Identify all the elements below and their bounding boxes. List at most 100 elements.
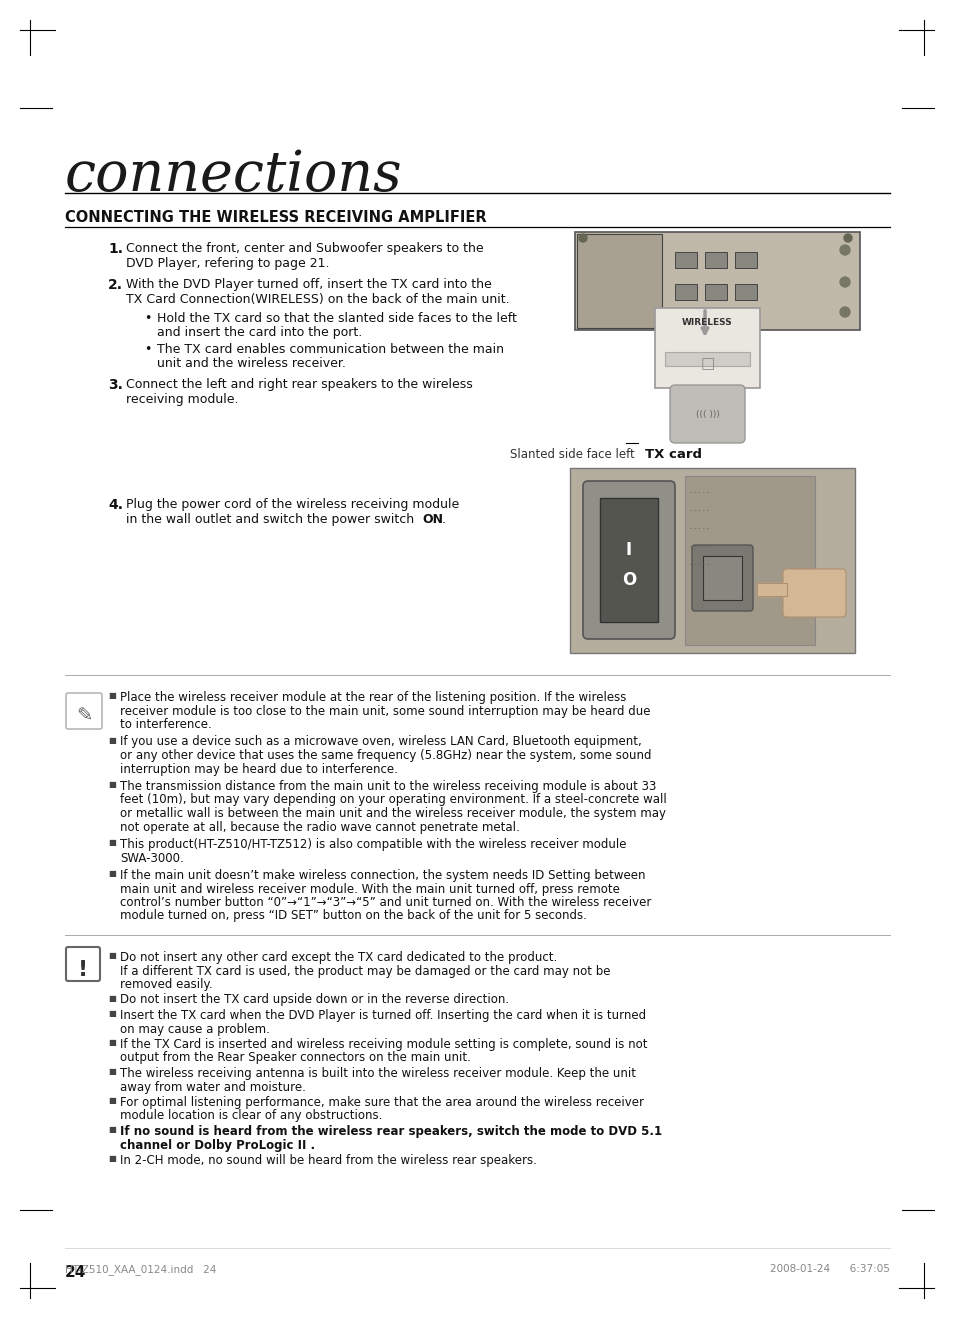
Text: 2008-01-24      6:37:05: 2008-01-24 6:37:05 [769,1264,889,1275]
Text: or metallic wall is between the main unit and the wireless receiver module, the : or metallic wall is between the main uni… [120,807,665,820]
Text: If a different TX card is used, the product may be damaged or the card may not b: If a different TX card is used, the prod… [120,965,610,978]
Text: ■: ■ [108,691,115,700]
Text: For optimal listening performance, make sure that the area around the wireless r: For optimal listening performance, make … [120,1097,643,1108]
Text: Connect the front, center and Subwoofer speakers to the: Connect the front, center and Subwoofer … [126,243,483,254]
Text: Place the wireless receiver module at the rear of the listening position. If the: Place the wireless receiver module at th… [120,691,626,704]
Text: unit and the wireless receiver.: unit and the wireless receiver. [157,357,346,370]
Bar [684,476,814,645]
Circle shape [840,307,849,318]
Text: 1.: 1. [108,243,123,256]
Text: Hold the TX card so that the slanted side faces to the left: Hold the TX card so that the slanted sid… [157,312,517,326]
Text: ■: ■ [108,838,115,847]
FancyBboxPatch shape [66,693,102,729]
Bar [734,252,757,268]
Circle shape [840,245,849,254]
Text: The wireless receiving antenna is built into the wireless receiver module. Keep : The wireless receiving antenna is built … [120,1068,636,1079]
Text: module turned on, press “ID SET” button on the back of the unit for 5 seconds.: module turned on, press “ID SET” button … [120,909,586,923]
Text: - - - - -: - - - - - [689,561,708,567]
Text: •: • [144,343,152,356]
Text: Slanted side face left: Slanted side face left [510,448,634,461]
Text: or any other device that uses the same frequency (5.8GHz) near the system, some : or any other device that uses the same f… [120,749,651,762]
Text: ON: ON [421,513,442,526]
Bar [655,308,760,387]
Text: The transmission distance from the main unit to the wireless receiving module is: The transmission distance from the main … [120,780,656,793]
Text: WIRELESS: WIRELESS [681,318,732,327]
Text: DVD Player, refering to page 21.: DVD Player, refering to page 21. [126,257,329,270]
Text: not operate at all, because the radio wave cannot penetrate metal.: not operate at all, because the radio wa… [120,821,519,833]
Text: Do not insert the TX card upside down or in the reverse direction.: Do not insert the TX card upside down or… [120,994,509,1007]
Text: •: • [144,312,152,326]
Circle shape [578,235,586,243]
FancyBboxPatch shape [66,948,100,981]
Bar [575,232,859,330]
Text: Insert the TX card when the DVD Player is turned off. Inserting the card when it: Insert the TX card when the DVD Player i… [120,1010,645,1021]
Text: away from water and moisture.: away from water and moisture. [120,1081,306,1094]
Bar [675,252,697,268]
Text: on may cause a problem.: on may cause a problem. [120,1023,270,1036]
Bar [704,252,726,268]
Bar [577,235,661,328]
Bar [569,468,854,652]
Text: ■: ■ [108,869,115,878]
FancyBboxPatch shape [782,569,845,617]
Text: TX Card Connection(WIRELESS) on the back of the main unit.: TX Card Connection(WIRELESS) on the back… [126,293,509,306]
Bar [664,352,749,366]
Bar [704,283,726,301]
Text: ■: ■ [108,1068,115,1075]
Text: in the wall outlet and switch the power switch: in the wall outlet and switch the power … [126,513,417,526]
Text: ((( ))): ((( ))) [695,410,719,419]
Text: 4.: 4. [108,498,123,511]
Text: - - - - -: - - - - - [689,526,708,531]
Circle shape [843,235,851,243]
Text: - - - - -: - - - - - [689,507,708,513]
Text: ■: ■ [108,1010,115,1017]
Text: In 2-CH mode, no sound will be heard from the wireless rear speakers.: In 2-CH mode, no sound will be heard fro… [120,1155,537,1166]
FancyBboxPatch shape [582,481,675,639]
FancyBboxPatch shape [669,385,744,443]
Circle shape [840,277,849,287]
Text: and insert the card into the port.: and insert the card into the port. [157,326,362,339]
Text: Plug the power cord of the wireless receiving module: Plug the power cord of the wireless rece… [126,498,458,511]
Text: !: ! [78,960,88,981]
Text: If the main unit doesn’t make wireless connection, the system needs ID Setting b: If the main unit doesn’t make wireless c… [120,869,645,882]
Text: main unit and wireless receiver module. With the main unit turned off, press rem: main unit and wireless receiver module. … [120,883,619,895]
Text: ■: ■ [108,994,115,1003]
Text: control’s number button “0”→“1”→“3”→“5” and unit turned on. With the wireless re: control’s number button “0”→“1”→“3”→“5” … [120,896,651,909]
Text: output from the Rear Speaker connectors on the main unit.: output from the Rear Speaker connectors … [120,1052,471,1065]
Text: CONNECTING THE WIRELESS RECEIVING AMPLIFIER: CONNECTING THE WIRELESS RECEIVING AMPLIF… [65,210,486,225]
Polygon shape [757,583,786,596]
Bar [734,283,757,301]
Text: This product(HT-Z510/HT-TZ512) is also compatible with the wireless receiver mod: This product(HT-Z510/HT-TZ512) is also c… [120,838,626,851]
Text: - - - - -: - - - - - [689,490,708,496]
Text: TX card: TX card [644,448,701,461]
Text: 24: 24 [65,1265,87,1280]
Text: interruption may be heard due to interference.: interruption may be heard due to interfe… [120,763,397,775]
Bar [599,498,658,622]
Text: ■: ■ [108,735,115,745]
Text: channel or Dolby ProLogic II .: channel or Dolby ProLogic II . [120,1139,314,1152]
Text: module location is clear of any obstructions.: module location is clear of any obstruct… [120,1110,382,1123]
Text: I: I [625,540,632,559]
Text: 2.: 2. [108,278,123,293]
Text: SWA-3000.: SWA-3000. [120,851,184,865]
Text: □: □ [700,356,714,370]
Text: receiving module.: receiving module. [126,393,238,406]
Text: to interference.: to interference. [120,718,212,731]
Text: 3.: 3. [108,378,123,391]
Text: If you use a device such as a microwave oven, wireless LAN Card, Bluetooth equip: If you use a device such as a microwave … [120,735,641,749]
Text: ■: ■ [108,1039,115,1046]
Text: ■: ■ [108,1155,115,1162]
Text: The TX card enables communication between the main: The TX card enables communication betwee… [157,343,503,356]
Bar [675,283,697,301]
Text: ■: ■ [108,780,115,789]
Text: connections: connections [65,148,402,203]
Text: Connect the left and right rear speakers to the wireless: Connect the left and right rear speakers… [126,378,473,391]
Text: Do not insert any other card except the TX card dedicated to the product.: Do not insert any other card except the … [120,952,557,963]
Text: .: . [441,513,446,526]
FancyBboxPatch shape [691,546,752,612]
Bar [702,556,741,600]
Text: If the TX Card is inserted and wireless receiving module setting is complete, so: If the TX Card is inserted and wireless … [120,1039,647,1050]
Text: removed easily.: removed easily. [120,978,213,991]
Text: With the DVD Player turned off, insert the TX card into the: With the DVD Player turned off, insert t… [126,278,491,291]
Text: - - - - -: - - - - - [689,544,708,550]
